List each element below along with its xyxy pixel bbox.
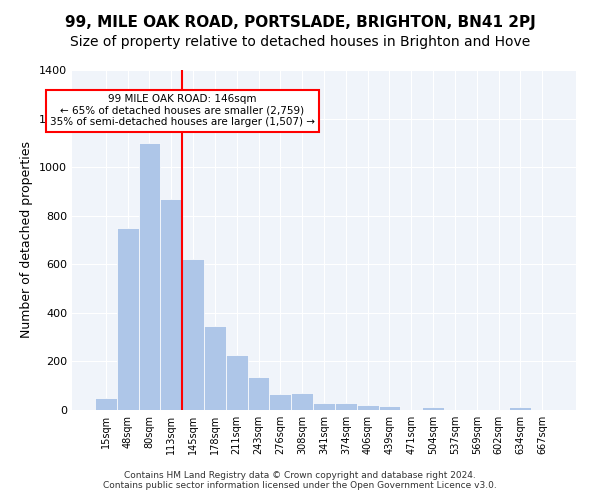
Bar <box>335 402 357 410</box>
Bar <box>509 407 531 410</box>
Bar <box>139 143 160 410</box>
Bar <box>313 402 335 410</box>
Bar <box>357 405 379 410</box>
Bar <box>95 398 117 410</box>
Text: Contains HM Land Registry data © Crown copyright and database right 2024.
Contai: Contains HM Land Registry data © Crown c… <box>103 470 497 490</box>
Bar <box>117 228 139 410</box>
Text: 99, MILE OAK ROAD, PORTSLADE, BRIGHTON, BN41 2PJ: 99, MILE OAK ROAD, PORTSLADE, BRIGHTON, … <box>65 15 535 30</box>
Text: Size of property relative to detached houses in Brighton and Hove: Size of property relative to detached ho… <box>70 35 530 49</box>
Bar <box>226 356 248 410</box>
Bar <box>160 198 182 410</box>
Bar <box>204 326 226 410</box>
Bar <box>269 394 291 410</box>
Text: 99 MILE OAK ROAD: 146sqm
← 65% of detached houses are smaller (2,759)
35% of sem: 99 MILE OAK ROAD: 146sqm ← 65% of detach… <box>50 94 314 128</box>
Bar <box>248 377 269 410</box>
Bar <box>422 407 444 410</box>
Y-axis label: Number of detached properties: Number of detached properties <box>20 142 34 338</box>
Bar <box>379 406 400 410</box>
Bar <box>182 260 204 410</box>
Bar <box>291 393 313 410</box>
